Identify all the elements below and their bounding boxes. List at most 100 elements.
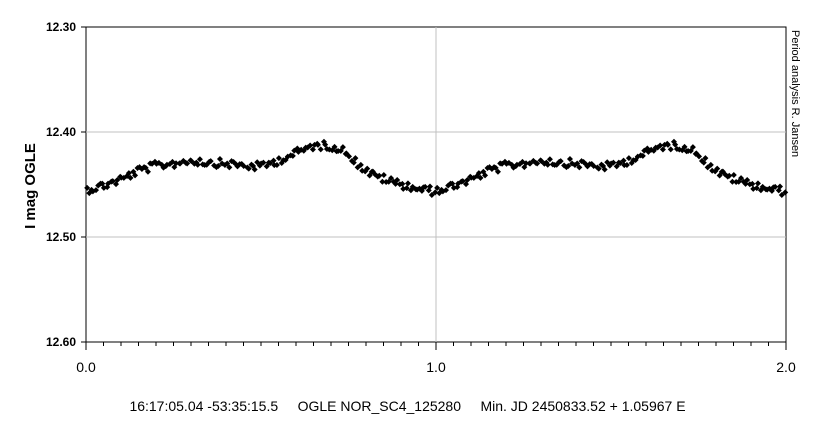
data-point [114,176,121,183]
data-point [689,144,696,151]
data-point [659,146,666,153]
data-points [84,138,789,199]
x-tick-label: 2.0 [776,359,796,375]
data-point [399,180,406,187]
data-point [702,155,709,162]
data-point [772,183,779,190]
data-point [714,165,721,172]
data-point [434,184,441,191]
data-point [184,160,191,167]
data-point [623,161,630,168]
data-point [595,165,602,172]
data-point [142,164,149,171]
y-tick-label: 12.30 [46,20,76,34]
data-point [432,189,439,196]
data-point [749,180,756,187]
data-point [459,178,466,185]
data-point [314,141,321,148]
x-tick-label: 1.0 [426,359,446,375]
data-point [738,175,745,182]
data-point [427,183,434,190]
data-point [346,153,353,160]
data-point [394,176,401,183]
data-point [744,176,751,183]
data-point [729,178,736,185]
data-point [270,157,277,164]
data-point [544,161,551,168]
data-point [442,187,449,194]
data-point [309,146,316,153]
data-point [492,164,499,171]
data-point [639,152,646,159]
data-point [260,159,267,166]
data-point [275,155,282,162]
data-point [380,171,387,178]
data-point [403,185,410,192]
period-analysis-note: Period analysis R. Jansen [789,30,801,157]
data-point [307,142,314,149]
y-tick-label: 12.40 [46,125,76,139]
data-point [364,165,371,172]
data-point [546,156,553,163]
data-point [557,158,564,165]
data-point [620,157,627,164]
tick-labels: 12.30 12.40 12.50 12.600.0 1.0 2.0 [46,20,796,375]
data-point [464,176,471,183]
data-point [84,184,91,191]
data-point [251,166,258,173]
data-point [132,172,139,179]
data-point [144,168,151,175]
data-point [196,156,203,163]
data-point [127,174,134,181]
data-point [601,166,608,173]
data-point [667,146,674,153]
data-point [388,175,395,182]
data-point [428,192,435,199]
data-point [216,155,223,162]
axes [81,26,787,350]
data-point [92,187,99,194]
data-point [657,142,664,149]
data-point [753,185,760,192]
data-point [422,183,429,190]
data-point [273,161,280,168]
data-point [778,192,785,199]
chart-caption: 16:17:05.04 -53:35:15.5 OGLE NOR_SC4_125… [129,398,686,414]
data-point [565,163,572,170]
data-point [482,172,489,179]
data-point [173,160,180,167]
data-point [226,164,233,171]
data-point [194,161,201,168]
data-point [245,165,252,172]
data-point [625,155,632,162]
data-point [610,159,617,166]
data-point [125,170,132,177]
data-point [207,158,214,165]
data-point [730,171,737,178]
data-point [574,160,581,167]
y-axis-label: I mag OGLE [22,143,39,229]
data-point [696,153,703,160]
data-point [475,170,482,177]
data-point [681,143,688,150]
data-point [352,155,359,162]
data-point [109,178,116,185]
data-point [357,161,364,168]
data-point [289,152,296,159]
data-point [664,141,671,148]
data-point [700,159,707,166]
data-point [494,168,501,175]
data-point [224,160,231,167]
data-point [523,160,530,167]
data-point [576,164,583,171]
data-point [376,172,383,179]
data-point [782,189,789,196]
data-point [339,144,346,151]
y-tick-label: 12.50 [46,230,76,244]
data-point [777,183,784,190]
data-point [754,180,761,187]
data-point [672,141,679,148]
gridlines [86,27,786,342]
data-point [322,141,329,148]
